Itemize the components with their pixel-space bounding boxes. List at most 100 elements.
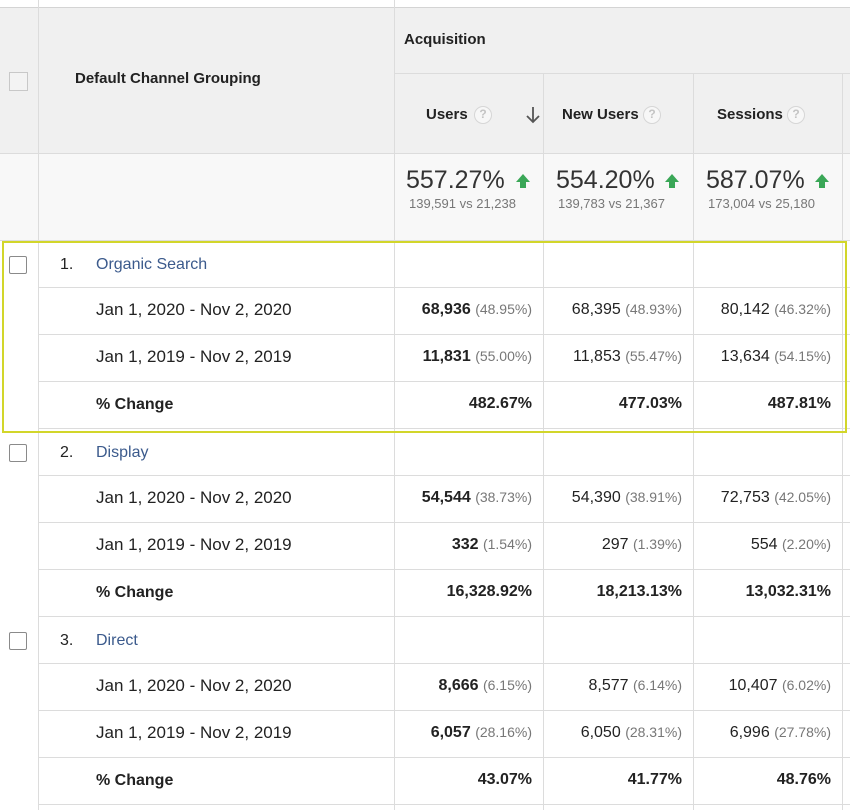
sessions-column-header[interactable]: Sessions bbox=[717, 106, 783, 123]
help-icon[interactable]: ? bbox=[474, 106, 492, 124]
up-arrow-icon bbox=[815, 174, 829, 188]
users-total-change: 557.27% bbox=[406, 166, 505, 194]
divider bbox=[0, 240, 850, 241]
divider bbox=[38, 569, 850, 570]
up-arrow-icon bbox=[516, 174, 530, 188]
metric-share: (2.20%) bbox=[781, 536, 831, 552]
new-users-cell: 477.03% bbox=[619, 395, 682, 413]
new-users-cell: 8,577 (6.14%) bbox=[588, 677, 682, 695]
new-users-total-change: 554.20% bbox=[556, 166, 655, 194]
metric-value: 43.07% bbox=[477, 771, 532, 788]
metric-share: (6.14%) bbox=[632, 677, 682, 693]
users-total-compare: 139,591 vs 21,238 bbox=[409, 196, 516, 211]
divider bbox=[0, 153, 850, 154]
users-cell: 11,831 (55.00%) bbox=[423, 348, 532, 366]
help-icon[interactable]: ? bbox=[787, 106, 805, 124]
metric-share: (28.16%) bbox=[475, 724, 532, 740]
divider bbox=[543, 73, 544, 810]
row-checkbox[interactable] bbox=[9, 256, 27, 274]
divider bbox=[38, 475, 850, 476]
sessions-cell: 10,407 (6.02%) bbox=[729, 677, 831, 695]
metric-value: 11,831 bbox=[422, 348, 471, 365]
row-number: 1. bbox=[60, 256, 74, 273]
metric-share: (6.15%) bbox=[482, 677, 532, 693]
sessions-total-compare: 173,004 vs 25,180 bbox=[708, 196, 815, 211]
divider bbox=[38, 710, 850, 711]
divider bbox=[0, 7, 850, 8]
divider bbox=[38, 334, 850, 335]
sort-descending-icon[interactable] bbox=[525, 105, 541, 125]
divider bbox=[394, 73, 850, 74]
divider bbox=[38, 804, 850, 805]
metric-share: (28.31%) bbox=[625, 724, 682, 740]
table-header bbox=[0, 8, 850, 154]
users-cell: 6,057 (28.16%) bbox=[431, 724, 532, 742]
new-users-cell: 11,853 (55.47%) bbox=[573, 348, 682, 366]
users-cell: 54,544 (38.73%) bbox=[422, 489, 532, 507]
acquisition-group-title: Acquisition bbox=[404, 31, 486, 48]
dimension-title: Default Channel Grouping bbox=[75, 70, 261, 87]
divider bbox=[842, 73, 843, 810]
sessions-cell: 487.81% bbox=[768, 395, 831, 413]
date-range-label: Jan 1, 2020 - Nov 2, 2020 bbox=[96, 488, 292, 507]
sessions-cell: 80,142 (46.32%) bbox=[721, 301, 831, 319]
metric-value: 68,395 bbox=[571, 301, 621, 318]
divider bbox=[38, 428, 850, 429]
sessions-cell: 13,032.31% bbox=[746, 583, 831, 601]
divider bbox=[38, 616, 850, 617]
date-range-label: Jan 1, 2019 - Nov 2, 2019 bbox=[96, 535, 292, 554]
sessions-cell: 6,996 (27.78%) bbox=[730, 724, 831, 742]
users-column-header[interactable]: Users bbox=[426, 106, 468, 123]
metric-share: (1.39%) bbox=[632, 536, 682, 552]
metric-value: 487.81% bbox=[767, 395, 831, 412]
users-cell: 68,936 (48.95%) bbox=[422, 301, 532, 319]
row-checkbox[interactable] bbox=[9, 632, 27, 650]
metric-share: (27.78%) bbox=[774, 724, 831, 740]
metric-share: (55.47%) bbox=[625, 348, 682, 364]
sessions-cell: 554 (2.20%) bbox=[751, 536, 831, 554]
select-all-checkbox[interactable] bbox=[9, 72, 28, 91]
metric-value: 48.76% bbox=[776, 771, 831, 788]
divider bbox=[38, 287, 850, 288]
metric-value: 16,328.92% bbox=[446, 583, 532, 600]
divider bbox=[38, 663, 850, 664]
metric-share: (48.93%) bbox=[625, 301, 682, 317]
new-users-column-header[interactable]: New Users bbox=[562, 106, 639, 123]
metric-share: (55.00%) bbox=[475, 348, 532, 364]
channel-link[interactable]: Organic Search bbox=[96, 256, 208, 273]
metric-share: (42.05%) bbox=[774, 489, 831, 505]
metric-value: 13,634 bbox=[720, 348, 770, 365]
metric-share: (46.32%) bbox=[774, 301, 831, 317]
channel-link[interactable]: Direct bbox=[96, 632, 138, 649]
sessions-cell: 48.76% bbox=[777, 771, 831, 789]
help-icon[interactable]: ? bbox=[643, 106, 661, 124]
metric-value: 477.03% bbox=[618, 395, 682, 412]
date-range-label: Jan 1, 2019 - Nov 2, 2019 bbox=[96, 723, 292, 742]
metric-share: (38.91%) bbox=[625, 489, 682, 505]
row-checkbox[interactable] bbox=[9, 444, 27, 462]
metric-value: 297 bbox=[601, 536, 629, 553]
new-users-total-compare: 139,783 vs 21,367 bbox=[558, 196, 665, 211]
metric-share: (48.95%) bbox=[475, 301, 532, 317]
metric-value: 10,407 bbox=[728, 677, 778, 694]
divider bbox=[38, 757, 850, 758]
divider bbox=[38, 0, 39, 810]
percent-change-label: % Change bbox=[96, 584, 174, 601]
divider bbox=[394, 0, 395, 810]
users-cell: 332 (1.54%) bbox=[452, 536, 532, 554]
sessions-total-change: 587.07% bbox=[706, 166, 805, 194]
metric-share: (6.02%) bbox=[781, 677, 831, 693]
metric-value: 11,853 bbox=[572, 348, 621, 365]
metric-value: 332 bbox=[451, 536, 479, 553]
metric-value: 72,753 bbox=[720, 489, 770, 506]
metric-value: 6,996 bbox=[729, 724, 770, 741]
date-range-label: Jan 1, 2019 - Nov 2, 2019 bbox=[96, 347, 292, 366]
new-users-cell: 297 (1.39%) bbox=[602, 536, 682, 554]
metric-share: (54.15%) bbox=[774, 348, 831, 364]
divider bbox=[693, 73, 694, 810]
channel-link[interactable]: Display bbox=[96, 444, 149, 461]
new-users-cell: 54,390 (38.91%) bbox=[572, 489, 682, 507]
metric-value: 18,213.13% bbox=[596, 583, 682, 600]
sessions-cell: 13,634 (54.15%) bbox=[721, 348, 831, 366]
metric-value: 8,577 bbox=[588, 677, 629, 694]
